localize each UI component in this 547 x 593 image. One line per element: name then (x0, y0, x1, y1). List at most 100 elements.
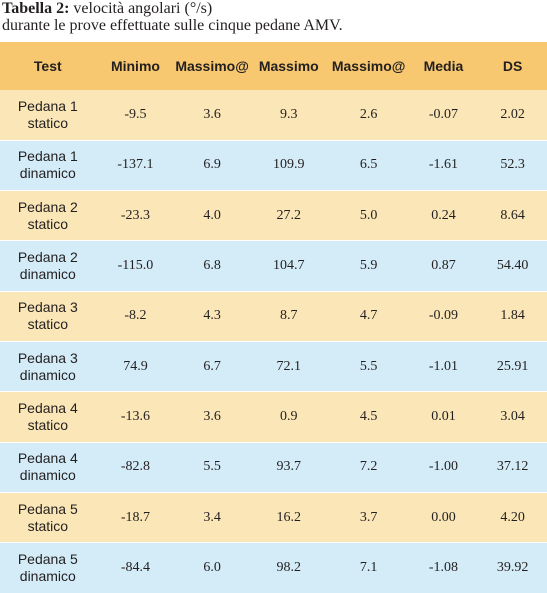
row-label-platform: Pedana 2 (17, 198, 78, 215)
column-header: Massimo@ (175, 58, 249, 74)
table-cell: -23.3 (95, 190, 176, 241)
column-header: Minimo (110, 58, 160, 74)
row-label-condition: dinamico (19, 165, 76, 182)
data-table: Test Minimo Massimo@ Massimo Massimo@ Me… (0, 42, 547, 593)
table-cell: 5.5 (328, 340, 409, 392)
table-cell: 8.64 (478, 190, 547, 241)
table-cell: 5.9 (328, 240, 409, 292)
table-cell: 6.0 (175, 542, 249, 593)
row-label-condition: statico (27, 316, 69, 333)
row-label: Pedana 4 statico (0, 391, 96, 443)
table-row: Pedana 5 statico -18.7 3.4 16.2 3.7 0.00 4.20 (0, 491, 547, 543)
row-label-condition: dinamico (19, 467, 76, 484)
table-cell: 4.5 (328, 391, 409, 443)
table-cell: -115.0 (95, 240, 176, 292)
table-cell: 3.6 (203, 106, 221, 122)
row-label: Pedana 5 statico (0, 491, 96, 543)
row-label-platform: Pedana 5 (17, 551, 78, 568)
table-cell: 5.5 (175, 441, 249, 493)
row-label: Pedana 4 dinamico (0, 441, 96, 493)
table-cell: 5.0 (328, 190, 409, 241)
table-cell: 72.1 (248, 340, 329, 392)
column-header: Massimo@ (331, 58, 406, 74)
table-row: Pedana 4 dinamico -82.8 5.5 93.7 7.2 -1.00 37.1… (0, 441, 547, 493)
table-cell: -8.2 (95, 290, 176, 342)
table-cell: -1.01 (408, 340, 479, 392)
table-cell: 6.7 (175, 340, 249, 392)
table-cell: -137.1 (95, 139, 176, 191)
table-row: Pedana 3 statico -8.2 4.3 8.7 4.7 -0.09 1.84 (0, 290, 547, 342)
column-header: Test (33, 58, 62, 74)
row-label-platform: Pedana 4 (17, 450, 78, 467)
row-label: Pedana 2 statico (0, 190, 96, 241)
row-label: Pedana 2 dinamico (0, 240, 96, 292)
row-label-condition: statico (27, 114, 69, 131)
table-row: Pedana 1 dinamico -137.1 6.9 109.9 6.5 -1.61 52… (0, 139, 547, 191)
row-label-platform: Pedana 4 (17, 399, 78, 416)
caption-line-1: Tabella 2: velocità angolari (°/s) (2, 0, 547, 17)
table-cell: -84.4 (95, 542, 176, 593)
row-label-platform: Pedana 3 (17, 349, 78, 366)
table-cell: -1.61 (408, 139, 479, 191)
column-header: Massimo (258, 58, 319, 74)
table-header: Test Minimo Massimo@ Massimo Massimo@ Me… (0, 42, 547, 90)
table-cell: 6.8 (175, 240, 249, 292)
caption-line-2: durante le prove effettuate sulle cinque… (2, 17, 343, 34)
table-row: Pedana 2 statico -23.3 4.0 27.2 5.0 0.24 8.64 (0, 190, 547, 241)
table-cell: 37.12 (478, 441, 547, 493)
row-label: Pedana 1 dinamico (0, 139, 96, 191)
row-label-condition: dinamico (19, 266, 76, 283)
table-cell: 109.9 (248, 139, 329, 191)
table-cell: 4.3 (175, 290, 249, 342)
table-cell: 6.5 (328, 139, 409, 191)
table-cell: 104.7 (248, 240, 329, 292)
table-cell: 0.01 (408, 391, 479, 443)
table-cell: -82.8 (95, 441, 176, 493)
table-cell: 25.91 (478, 340, 547, 392)
caption-title: Tabella 2: (2, 0, 70, 17)
table-cell: 8.7 (248, 290, 329, 342)
table-cell: 6.9 (175, 139, 249, 191)
table-row: Pedana 2 dinamico -115.0 6.8 104.7 5.9 0.87 54.… (0, 240, 547, 292)
table-cell: 54.40 (478, 240, 547, 292)
table-cell: 3.04 (478, 391, 547, 443)
column-header: DS (502, 58, 523, 74)
table-cell: 98.2 (248, 542, 329, 593)
row-label: Pedana 3 statico (0, 290, 96, 342)
row-label-platform: Pedana 5 (17, 500, 78, 517)
table-cell: 7.1 (328, 542, 409, 593)
table-cell: 7.2 (328, 441, 409, 493)
column-header: Media (423, 58, 464, 74)
table-cell: 39.92 (478, 542, 547, 593)
table-cell: 4.7 (328, 290, 409, 342)
row-label-platform: Pedana 2 (17, 249, 78, 266)
row-label-platform: Pedana 3 (17, 299, 78, 316)
table-cell: 3.4 (175, 491, 249, 543)
row-label-condition: statico (27, 215, 69, 232)
table-row: Pedana 3 dinamico 74.9 6.7 72.1 5.5 -1.01 25.91 (0, 340, 547, 392)
table-caption: Tabella 2: velocità angolari (°/s) duran… (0, 0, 547, 34)
row-label-platform: Pedana 1 (17, 148, 78, 165)
table-cell: -18.7 (95, 491, 176, 543)
table-cell: 0.87 (408, 240, 479, 292)
table-cell: 0.24 (408, 190, 479, 241)
table-cell: 2.02 (500, 106, 525, 122)
row-label-condition: dinamico (19, 366, 76, 383)
row-label-condition: statico (27, 416, 69, 433)
row-label: Pedana 3 dinamico (0, 340, 96, 392)
table-cell: 52.3 (478, 139, 547, 191)
table-cell: 2.6 (359, 106, 378, 122)
table-cell: -0.07 (428, 106, 459, 122)
row-label-condition: dinamico (19, 568, 76, 585)
table-cell: 9.3 (280, 106, 298, 122)
table-cell: 3.7 (328, 491, 409, 543)
caption-subtitle: velocità angolari (°/s) (69, 0, 213, 17)
table-cell: 16.2 (248, 491, 329, 543)
row-label: Pedana 5 dinamico (0, 542, 96, 593)
table-cell: 27.2 (248, 190, 329, 241)
table-cell: -0.09 (408, 290, 479, 342)
table-row: Pedana 1 statico -9.5 3.6 9.3 2.6 -0.07 2.02 (0, 90, 547, 141)
table-cell: -1.08 (408, 542, 479, 593)
table-cell: 4.0 (175, 190, 249, 241)
table-cell: -1.00 (408, 441, 479, 493)
